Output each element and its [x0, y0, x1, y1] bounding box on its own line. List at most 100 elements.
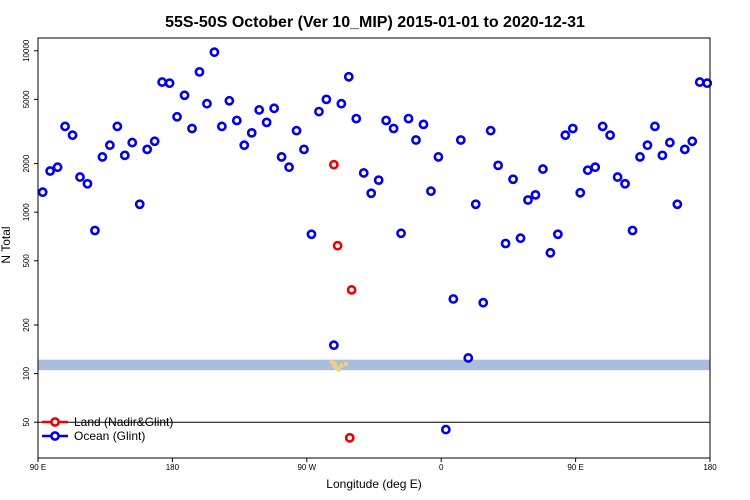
- y-tick-label: 200: [22, 318, 31, 332]
- ocean-point: [388, 123, 399, 134]
- ocean-point: [261, 117, 272, 128]
- plot-frame: [37, 37, 711, 459]
- ocean-point: [373, 175, 384, 186]
- ocean-point: [403, 113, 414, 124]
- chart-title: 55S-50S October (Ver 10_MIP) 2015-01-01 …: [165, 14, 585, 31]
- ocean-point: [60, 121, 70, 132]
- ocean-point: [470, 199, 481, 210]
- ocean-point: [276, 152, 287, 162]
- ocean-point: [500, 238, 511, 249]
- ocean-point: [37, 187, 48, 198]
- land-mask-speck: [339, 363, 344, 368]
- ocean-point: [269, 103, 280, 114]
- ocean-point: [224, 95, 235, 106]
- y-tick-label: 5000: [22, 90, 31, 108]
- legend-label-land: Land (Nadir&Glint): [74, 415, 173, 429]
- ocean-point: [366, 188, 377, 199]
- ocean-point: [620, 178, 630, 189]
- ocean-point: [679, 144, 690, 155]
- ocean-point: [687, 136, 698, 147]
- ocean-point: [664, 137, 675, 148]
- ocean-point: [672, 199, 683, 210]
- ocean-point: [702, 78, 713, 89]
- data-points-layer: [37, 47, 713, 443]
- ocean-point: [612, 172, 623, 182]
- ocean-point: [194, 66, 205, 77]
- y-axis: 50 100 200 500 1000 2000 5000 10000: [22, 39, 38, 427]
- ocean-point: [351, 113, 362, 124]
- ocean-point: [627, 225, 638, 236]
- ocean-point: [567, 123, 578, 134]
- ocean-point: [463, 353, 474, 363]
- ocean-point: [216, 121, 227, 132]
- ocean-point: [560, 130, 571, 141]
- ocean-point: [523, 195, 533, 205]
- ocean-point: [426, 186, 436, 197]
- ocean-point: [642, 140, 653, 151]
- ocean-point: [657, 150, 668, 161]
- ocean-point: [508, 174, 518, 185]
- ocean-point: [343, 71, 354, 82]
- ocean-point: [455, 135, 466, 145]
- legend-marker-land: [50, 417, 60, 427]
- ocean-point: [321, 94, 332, 105]
- ocean-point: [157, 77, 168, 87]
- ocean-point: [179, 90, 190, 101]
- x-tick-label: 90 E: [567, 463, 583, 472]
- x-tick-label: 90 W: [297, 463, 316, 472]
- ocean-point: [590, 162, 601, 173]
- ocean-point: [538, 164, 548, 174]
- land-point: [346, 285, 357, 295]
- x-axis: 90 E 180 90 W 0 90 E 180: [30, 458, 717, 472]
- ocean-point: [239, 140, 250, 151]
- x-tick-label: 180: [703, 463, 717, 472]
- ocean-point: [67, 130, 78, 141]
- y-tick-label: 1000: [22, 203, 31, 221]
- ocean-point: [650, 121, 660, 132]
- x-axis-label: Longitude (deg E): [326, 477, 421, 491]
- ocean-point: [485, 125, 496, 136]
- x-tick-label: 0: [439, 463, 444, 472]
- ocean-point: [530, 189, 541, 200]
- ocean-point: [448, 294, 459, 304]
- ocean-point: [418, 119, 429, 130]
- land-point: [328, 159, 339, 170]
- land-point: [344, 432, 355, 443]
- ocean-point: [299, 144, 309, 155]
- legend-label-ocean: Ocean (Glint): [74, 429, 145, 443]
- ocean-point: [328, 340, 339, 351]
- y-axis-label: N Total: [0, 226, 13, 263]
- reference-band: [38, 359, 710, 371]
- ocean-point: [284, 162, 294, 173]
- ocean-point: [187, 123, 197, 134]
- ocean-point: [97, 152, 108, 162]
- ocean-point: [582, 165, 593, 176]
- ocean-point: [433, 152, 444, 162]
- ocean-point: [127, 137, 138, 148]
- ocean-point: [440, 424, 451, 435]
- reference-band-layer: [38, 359, 710, 371]
- land-point: [332, 240, 343, 251]
- ocean-point: [209, 47, 220, 58]
- ocean-point: [306, 229, 317, 240]
- x-tick-label: 180: [166, 463, 180, 472]
- x-tick-label: 90 E: [30, 463, 46, 472]
- ocean-point: [605, 130, 616, 141]
- ocean-point: [336, 98, 347, 109]
- ocean-point: [119, 150, 130, 161]
- ocean-point: [314, 106, 324, 117]
- y-tick-label: 2000: [22, 154, 31, 172]
- ocean-point: [149, 136, 160, 147]
- ocean-point: [291, 125, 302, 136]
- ocean-point: [82, 178, 93, 189]
- legend-marker-ocean: [50, 431, 60, 441]
- ocean-point: [411, 135, 421, 145]
- land-mask-layer: [329, 359, 349, 372]
- y-tick-label: 500: [22, 254, 31, 268]
- ocean-point: [694, 77, 705, 87]
- ocean-point: [515, 233, 526, 244]
- ocean-point: [164, 78, 175, 89]
- ocean-point: [142, 144, 153, 155]
- y-tick-label: 50: [22, 417, 31, 426]
